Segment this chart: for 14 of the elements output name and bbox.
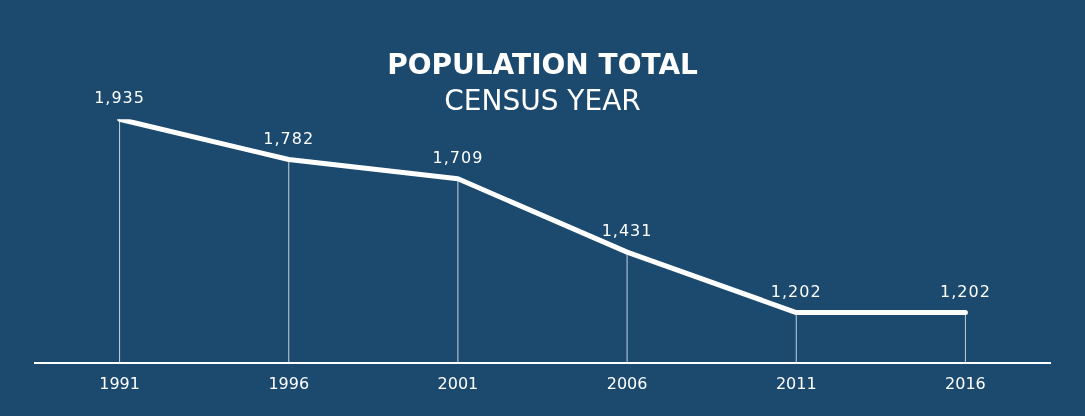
x-tick-label: 2001: [437, 373, 479, 393]
data-label: 1,202: [940, 281, 991, 301]
x-tick-label: 2016: [945, 373, 986, 393]
data-label: 1,782: [263, 128, 315, 148]
x-tick-label: 1996: [268, 373, 310, 393]
x-tick-label: 2006: [606, 373, 648, 393]
data-label: 1,202: [770, 281, 822, 301]
chart-title: POPULATION TOTAL: [387, 48, 699, 82]
x-tick-label: 2011: [775, 373, 817, 393]
data-label: 1,935: [94, 88, 145, 108]
data-label: 1,431: [601, 221, 653, 241]
data-label: 1,709: [432, 147, 484, 167]
chart-subtitle: CENSUS YEAR: [444, 83, 641, 117]
x-tick-label: 1991: [99, 373, 140, 393]
